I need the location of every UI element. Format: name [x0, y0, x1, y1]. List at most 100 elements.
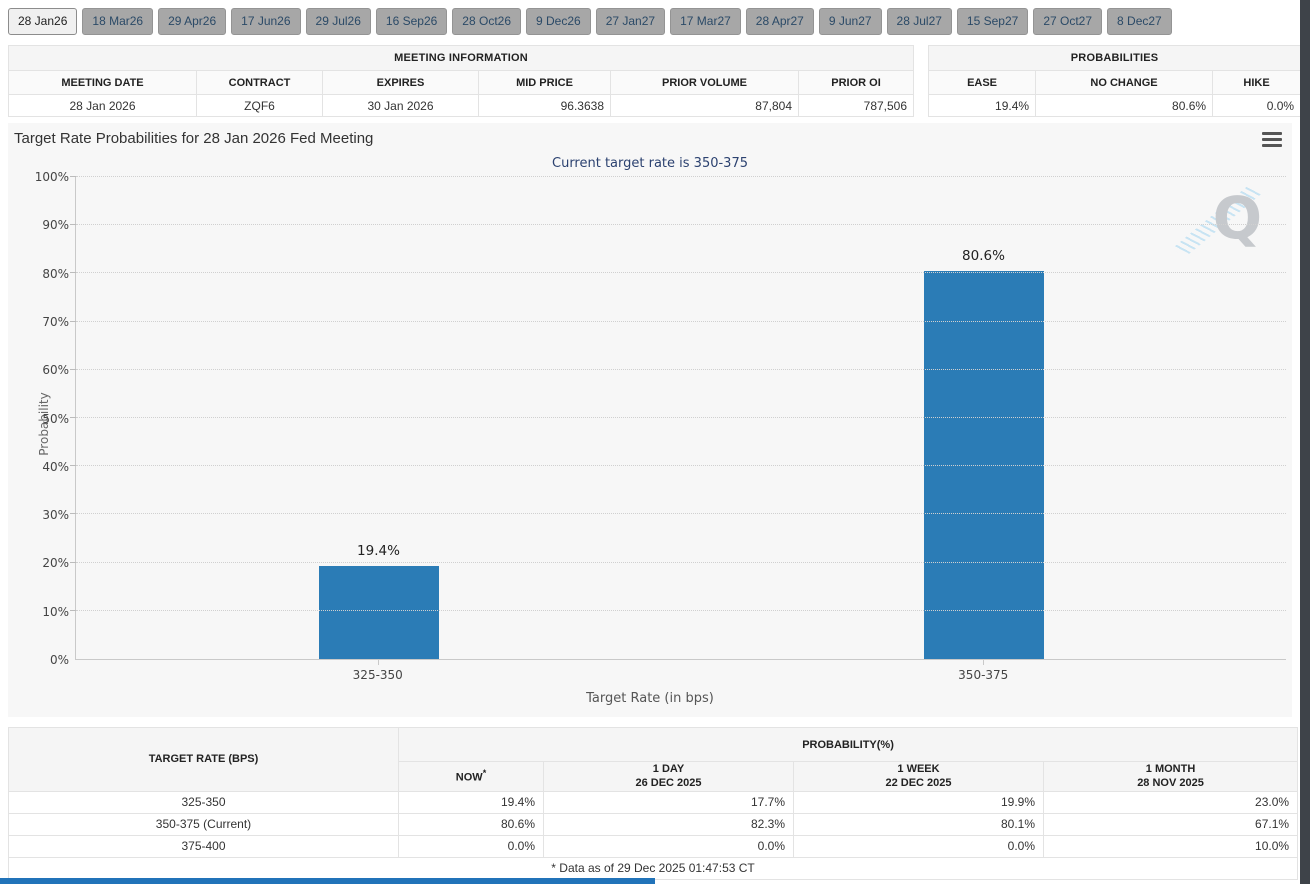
plot-area: Q 19.4% 80.6% [70, 176, 1286, 660]
bar-value-label: 80.6% [962, 247, 1005, 264]
y-axis-tick-label: 0% [49, 653, 69, 667]
day-cell: 82.3% [543, 812, 794, 836]
date-tab-9-jun27[interactable]: 9 Jun27 [818, 8, 882, 35]
chart-panel: Target Rate Probabilities for 28 Jan 202… [8, 123, 1292, 717]
y-axis-tick-label: 60% [42, 363, 69, 378]
meeting-date-value: 28 Jan 2026 [8, 94, 197, 117]
gridline [70, 368, 1286, 370]
y-axis-tick-label: 80% [42, 266, 69, 281]
date-tab-28-jan26[interactable]: 28 Jan26 [8, 8, 78, 35]
now-label: NOW [455, 771, 483, 784]
col-1-week: 1 WEEK 22 DEC 2025 [793, 761, 1044, 792]
gridline [70, 176, 1286, 177]
y-axis-tick-label: 90% [42, 218, 69, 233]
date-tab-17-mar27[interactable]: 17 Mar27 [670, 8, 741, 35]
ease-value: 19.4% [928, 94, 1037, 117]
date-tab-29-jul26[interactable]: 29 Jul26 [305, 8, 371, 35]
col-probability-group: PROBABILITY(%) [397, 727, 1299, 762]
table-row: 375-400 0.0% 0.0% 0.0% 10.0% [8, 834, 1299, 858]
col-1-week-line1: 1 WEEK [897, 763, 940, 775]
month-cell: 23.0% [1042, 790, 1299, 814]
x-axis-tick [377, 660, 379, 665]
data-as-of-footnote: * Data as of 29 Dec 2025 01:47:53 CT [7, 856, 1299, 880]
chart-subtitle: Current target rate is 350-375 [552, 156, 748, 171]
table-footer-row: * Data as of 29 Dec 2025 01:47:53 CT [7, 856, 1299, 880]
probabilities-row: 19.4% 80.6% 0.0% [928, 94, 1302, 117]
meeting-information-table: MEETING INFORMATION MEETING DATE CONTRAC… [7, 45, 915, 117]
prior-oi-value: 787,506 [797, 94, 915, 117]
gridline [70, 465, 1286, 467]
col-contract: CONTRACT [196, 70, 323, 95]
y-axis-tick-label: 30% [42, 508, 69, 523]
contract-value: ZQF6 [196, 94, 323, 117]
right-scrollbar[interactable] [1300, 0, 1310, 884]
bar-slot: 19.4% [76, 177, 681, 659]
target-rate-cell: 325-350 [8, 790, 399, 814]
date-tab-28-oct26[interactable]: 28 Oct26 [452, 8, 521, 35]
top-tables: MEETING INFORMATION MEETING DATE CONTRAC… [7, 45, 1302, 117]
meeting-information-title: MEETING INFORMATION [7, 45, 915, 71]
date-tab-17-jun26[interactable]: 17 Jun26 [231, 8, 301, 35]
y-axis-tick-label: 10% [42, 604, 69, 619]
table-row: 325-350 19.4% 17.7% 19.9% 23.0% [8, 790, 1299, 814]
col-ease: EASE [928, 70, 1037, 95]
date-tab-27-oct27[interactable]: 27 Oct27 [1033, 8, 1103, 35]
probabilities-title: PROBABILITIES [928, 45, 1302, 71]
probability-history-table: TARGET RATE (BPS) PROBABILITY(%) NOW* 1 … [7, 727, 1299, 880]
x-axis-category: 325-350 [75, 660, 681, 682]
target-rate-cell: 350-375 (Current) [8, 812, 399, 836]
col-meeting-date: MEETING DATE [8, 70, 197, 95]
month-cell: 67.1% [1042, 812, 1299, 836]
date-tab-18-mar26[interactable]: 18 Mar26 [82, 8, 154, 35]
x-axis-labels: 325-350 350-375 [75, 660, 1286, 682]
gridline [70, 609, 1286, 611]
bar-350-375[interactable] [923, 270, 1044, 659]
date-tab-29-apr26[interactable]: 29 Apr26 [158, 8, 227, 35]
chart-menu-icon[interactable] [1262, 130, 1282, 150]
bar-slot: 80.6% [681, 177, 1286, 659]
date-tab-28-apr27[interactable]: 28 Apr27 [745, 8, 814, 35]
y-axis-tick-label: 70% [42, 314, 69, 329]
target-rate-cell: 375-400 [8, 834, 399, 858]
date-tab-16-sep26[interactable]: 16 Sep26 [375, 8, 448, 35]
col-1-month: 1 MONTH 28 NOV 2025 [1042, 761, 1299, 792]
x-axis-title: Target Rate (in bps) [586, 691, 714, 706]
week-cell: 80.1% [793, 812, 1044, 836]
col-prior-oi: PRIOR OI [797, 70, 915, 95]
probabilities-table: PROBABILITIES EASE NO CHANGE HIKE 19.4% … [928, 45, 1302, 117]
table-row: 350-375 (Current) 80.6% 82.3% 80.1% 67.1… [8, 812, 1299, 836]
col-1-month-line2: 28 NOV 2025 [1137, 777, 1204, 790]
expires-value: 30 Jan 2026 [322, 94, 479, 117]
meeting-date-tabbar: 28 Jan26 18 Mar26 29 Apr26 17 Jun26 29 Jul26… [0, 0, 1300, 41]
date-tab-27-jan27[interactable]: 27 Jan27 [595, 8, 666, 35]
now-cell: 0.0% [398, 834, 544, 858]
date-tab-8-dec27[interactable]: 8 Dec27 [1107, 8, 1172, 35]
week-cell: 19.9% [793, 790, 1044, 814]
x-axis-category: 350-375 [681, 660, 1287, 682]
no-change-value: 80.6% [1035, 94, 1214, 117]
chart-title: Target Rate Probabilities for 28 Jan 202… [14, 130, 374, 147]
col-1-day-line1: 1 DAY [652, 763, 685, 775]
gridline [70, 272, 1286, 274]
date-tab-28-jul27[interactable]: 28 Jul27 [886, 8, 952, 35]
bar-value-label: 19.4% [357, 542, 400, 559]
col-expires: EXPIRES [322, 70, 479, 95]
gridline [70, 513, 1286, 515]
col-target-rate-bps: TARGET RATE (BPS) [8, 727, 399, 792]
y-axis-tick-label: 50% [42, 411, 69, 426]
x-axis-tick [983, 660, 985, 665]
progress-bar [0, 878, 655, 884]
y-axis-labels: 0% 10% 20% 30% 40% 50% 60% 70% 80% 90% 100% [8, 170, 75, 667]
y-axis-tick-label: 40% [42, 459, 69, 474]
now-cell: 19.4% [398, 790, 544, 814]
gridline [70, 320, 1286, 322]
col-mid-price: MID PRICE [478, 70, 611, 95]
bar-325-350[interactable] [318, 565, 439, 659]
date-tab-15-sep27[interactable]: 15 Sep27 [956, 8, 1029, 35]
y-axis-tick-label: 100% [34, 170, 69, 184]
date-tab-9-dec26[interactable]: 9 Dec26 [526, 8, 591, 35]
col-1-day-line2: 26 DEC 2025 [635, 777, 702, 790]
col-1-month-line1: 1 MONTH [1145, 763, 1196, 775]
col-hike: HIKE [1212, 70, 1302, 95]
